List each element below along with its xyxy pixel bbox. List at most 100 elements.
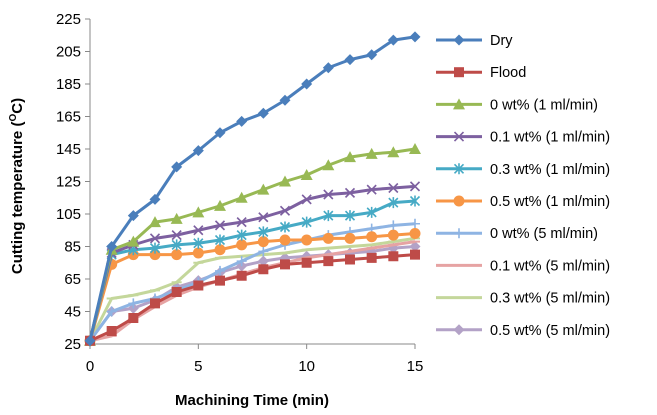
data-point (258, 246, 269, 257)
legend-entry: Dry (436, 33, 513, 49)
data-point (106, 306, 117, 317)
legend-entry: 0.1 wt% (5 ml/min) (436, 258, 610, 274)
data-point (257, 107, 269, 119)
data-point (366, 206, 377, 218)
data-point (323, 210, 334, 222)
data-point (366, 252, 377, 263)
data-point (409, 143, 421, 154)
data-point (366, 49, 378, 61)
data-point (344, 187, 356, 198)
legend-swatch-marker (453, 98, 465, 110)
data-point (127, 210, 139, 222)
data-point (150, 298, 160, 309)
series-line (88, 222, 416, 342)
legend: Dry Flood 0 wt% (1 ml/min) 0.1 wt% (1 ml/mi… (436, 33, 610, 339)
data-point (300, 169, 313, 180)
legend-label: 0.1 wt% (5 ml/min) (490, 258, 610, 274)
series-line (88, 147, 416, 342)
y-tick-label: 125 (56, 174, 81, 191)
legend-swatch-marker (453, 324, 465, 336)
data-point (193, 237, 204, 249)
legend-label: Flood (490, 65, 526, 81)
data-point (214, 127, 226, 139)
legend-label: 0.5 wt% (5 ml/min) (490, 323, 610, 339)
y-tick-label: 165 (56, 109, 81, 126)
data-point (236, 239, 248, 251)
x-tick-label: 10 (298, 358, 315, 375)
legend-entry: 0 wt% (5 ml/min) (436, 226, 598, 242)
x-tick-label: 15 (407, 358, 424, 375)
data-point (192, 247, 204, 259)
data-point (322, 232, 334, 244)
data-point (236, 270, 247, 281)
series-2 (84, 143, 421, 346)
data-point (193, 280, 204, 291)
data-point (192, 145, 204, 157)
legend-swatch-marker (454, 228, 464, 239)
y-tick-label: 45 (64, 304, 81, 321)
legend-swatch-marker (453, 34, 465, 46)
data-point (301, 216, 312, 228)
data-point (170, 212, 183, 224)
data-point (388, 197, 399, 209)
legend-swatch-marker (453, 195, 465, 207)
axes: 25 45 65 85 105 125 145 165 185 205 225 0 5 10 15 (56, 11, 423, 375)
y-tick-label: 25 (64, 336, 81, 353)
y-axis-title: Cutting temperature (OC) (8, 98, 26, 274)
data-point (258, 212, 269, 223)
data-point (344, 54, 356, 66)
data-point (323, 189, 334, 200)
data-point (365, 147, 378, 159)
data-point (258, 264, 269, 275)
data-point (344, 151, 356, 163)
data-point (128, 298, 139, 309)
legend-swatch-marker (453, 131, 465, 142)
data-point (258, 226, 269, 238)
data-point (301, 257, 312, 268)
legend-entry: 0.3 wt% (5 ml/min) (436, 291, 610, 307)
legend-label: 0.3 wt% (1 ml/min) (490, 162, 610, 178)
data-point (409, 31, 421, 43)
series-line (88, 232, 416, 342)
data-point (171, 161, 183, 173)
data-point (149, 216, 161, 228)
y-tick-label: 105 (56, 206, 81, 223)
data-point (409, 195, 421, 207)
legend-entry: Flood (436, 65, 526, 81)
data-point (236, 217, 247, 228)
data-point (409, 241, 421, 252)
data-point (387, 146, 400, 158)
data-point (215, 275, 225, 286)
data-point (387, 229, 399, 241)
data-point (387, 34, 399, 46)
y-axis-title-sup: O (8, 114, 19, 122)
data-point (279, 175, 291, 187)
x-axis-title: Machining Time (min) (175, 392, 329, 409)
data-point (279, 94, 291, 106)
data-point (410, 218, 420, 229)
legend-label: 0 wt% (1 ml/min) (490, 97, 598, 113)
data-point (409, 228, 421, 239)
series-line (88, 199, 416, 342)
data-point (322, 159, 335, 171)
legend-label: 0.3 wt% (5 ml/min) (490, 291, 610, 307)
series-line (89, 240, 416, 343)
legend-label: 0.5 wt% (1 ml/min) (490, 194, 610, 210)
data-point (128, 313, 139, 323)
series-line (88, 245, 416, 342)
data-point (171, 287, 182, 297)
data-point (410, 249, 420, 260)
y-tick-label: 145 (56, 141, 81, 158)
data-point (323, 256, 334, 267)
data-point (257, 236, 269, 248)
data-point (171, 230, 182, 241)
series-4 (84, 195, 421, 347)
data-point (366, 184, 377, 195)
data-point (257, 183, 270, 195)
data-point (84, 335, 96, 347)
y-tick-label: 205 (56, 44, 81, 61)
data-point (236, 115, 248, 127)
y-tick-label: 185 (56, 76, 81, 93)
y-tick-label: 65 (64, 271, 81, 288)
y-axis-title-tail: C) (9, 98, 26, 114)
